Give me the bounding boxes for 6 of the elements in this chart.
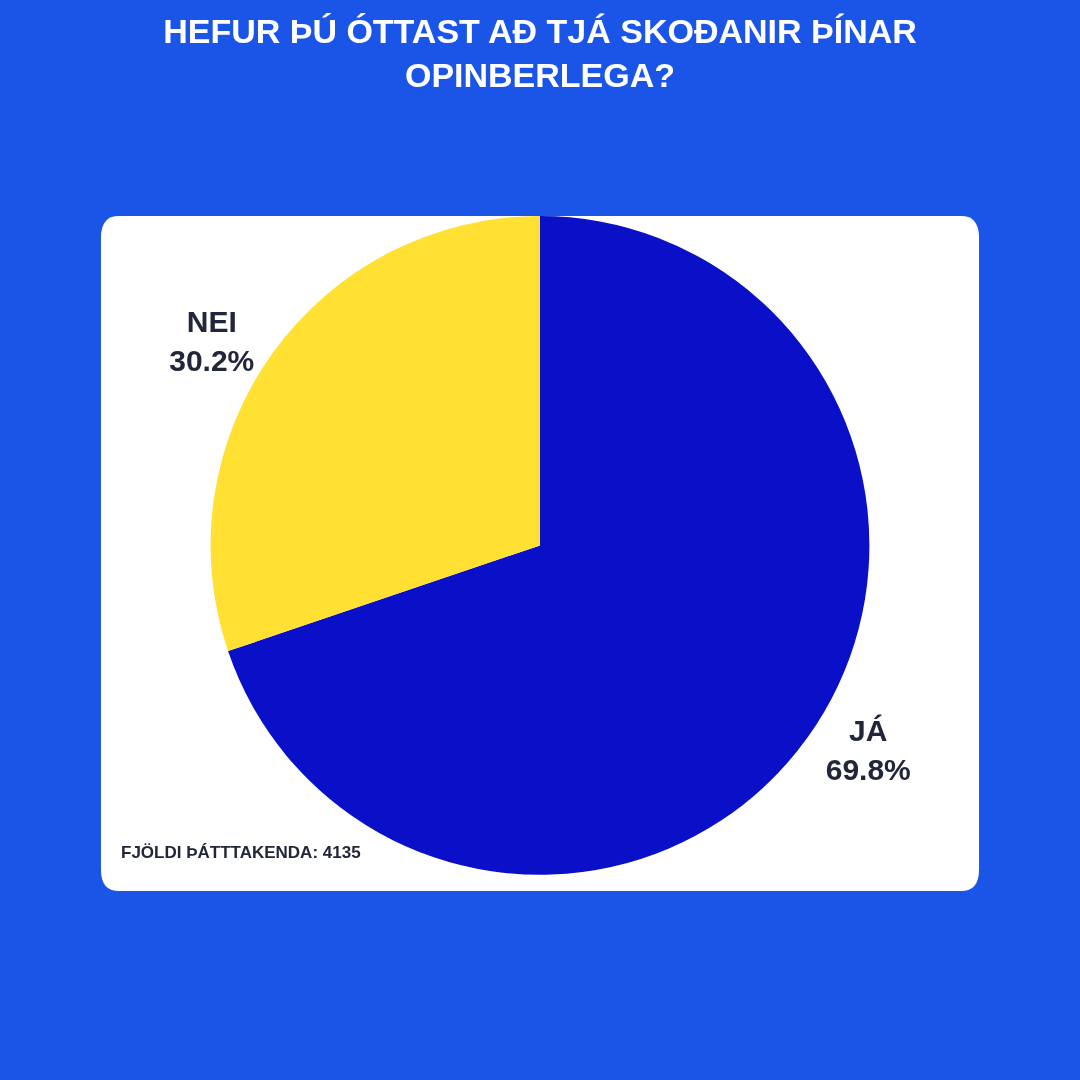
text: FJÖLDI ÞÁTTTAKENDA: 4135: [121, 843, 361, 862]
slice-label: JÁ: [849, 713, 888, 747]
data-label: 69.8%: [825, 752, 911, 786]
chart-title: HEFUR ÞÚ ÓTTAST AÐ TJÁ SKOÐANIR ÞÍNAR OPINBERLEGA?: [163, 12, 917, 95]
data-label: 30.2%: [169, 344, 255, 378]
slice-label: NEI: [186, 305, 237, 339]
